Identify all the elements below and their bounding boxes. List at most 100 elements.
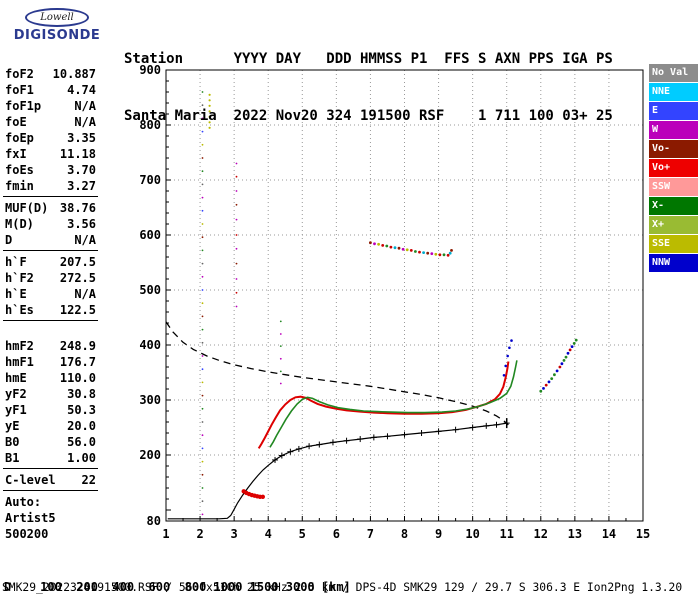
param-value: 3.56 (67, 217, 96, 231)
svg-text:700: 700 (139, 173, 161, 187)
param-row-md: M(D) 3.56 (3, 216, 98, 232)
param-label: C-level (5, 473, 56, 487)
param-label: foF2 (5, 67, 34, 81)
param-row-ye: yE 20.0 (3, 418, 98, 434)
param-value: 38.76 (59, 201, 96, 215)
param-row-hme: hmE 110.0 (3, 370, 98, 386)
param-value: N/A (74, 115, 96, 129)
param-label: B0 (5, 435, 20, 449)
param-label: 500200 (5, 527, 49, 541)
param-row-b0: B0 56.0 (3, 434, 98, 450)
panel-separator (3, 490, 98, 491)
svg-text:200: 200 (139, 448, 161, 462)
param-value: 22 (81, 473, 96, 487)
svg-text:11: 11 (499, 527, 513, 541)
param-value: N/A (74, 233, 96, 247)
svg-text:80: 80 (147, 514, 161, 528)
svg-text:6: 6 (333, 527, 340, 541)
panel-separator (3, 468, 98, 469)
param-label: h`F2 (5, 271, 34, 285)
param-value: 3.35 (67, 131, 96, 145)
panel-separator (3, 320, 98, 321)
trace-noise-column-2mhz (201, 91, 204, 516)
logo-lowell-text: Lowell (40, 12, 74, 23)
svg-text:12: 12 (534, 527, 548, 541)
param-value: 3.70 (67, 163, 96, 177)
param-label: B1 (5, 451, 20, 465)
legend-item-x: X+ (649, 216, 698, 234)
param-label: hmF1 (5, 355, 34, 369)
svg-text:300: 300 (139, 393, 161, 407)
legend-item-e: E (649, 102, 698, 120)
param-label: fmin (5, 179, 34, 193)
trace-second-hop-trace (369, 241, 453, 257)
lowell-logo-oval: Lowell (25, 8, 89, 27)
logo-digisonde-text: DIGISONDE (13, 28, 101, 43)
param-row-b1: B1 1.00 (3, 450, 98, 466)
param-row-yf2: yF2 30.8 (3, 386, 98, 402)
svg-text:10: 10 (465, 527, 479, 541)
param-row-artist5: Artist5 (3, 510, 98, 526)
param-label: Artist5 (5, 511, 56, 525)
param-value: 248.9 (59, 339, 96, 353)
param-value: 3.27 (67, 179, 96, 193)
trace-f-trace-xmode (269, 360, 518, 448)
param-label: fxI (5, 147, 27, 161)
param-value: N/A (74, 99, 96, 113)
param-value: N/A (74, 287, 96, 301)
svg-text:9: 9 (435, 527, 442, 541)
svg-text:4: 4 (265, 527, 272, 541)
legend-item-x: X- (649, 197, 698, 215)
param-label: Auto: (5, 495, 42, 509)
trace-noise-column-3mhz (235, 162, 238, 308)
param-label: hmF2 (5, 339, 34, 353)
param-label: h`F (5, 255, 27, 269)
panel-gap (3, 324, 98, 338)
svg-text:900: 900 (139, 63, 161, 77)
svg-text:500: 500 (139, 283, 161, 297)
legend-item-noval: No Val (649, 64, 698, 82)
param-label: foEs (5, 163, 34, 177)
param-row-foes: foEs 3.70 (3, 162, 98, 178)
param-row-foe: foE N/A (3, 114, 98, 130)
panel-separator (3, 196, 98, 197)
param-row-d: D N/A (3, 232, 98, 248)
plot-frame (165, 69, 644, 522)
param-value: 272.5 (59, 271, 96, 285)
param-label: yF1 (5, 403, 27, 417)
svg-text:8: 8 (401, 527, 408, 541)
trace-artist-trace (167, 418, 510, 520)
muf-table: D 100 200 400 600 800 1000 1500 3000 [km… (4, 550, 358, 600)
station-header: Station YYYY DAY DDD HMMSS P1 FFS S AXN … (124, 12, 613, 145)
param-row-500200: 500200 (3, 526, 98, 542)
param-row-hf: h`F 207.5 (3, 254, 98, 270)
trace-transmission-curve (165, 321, 509, 426)
param-label: foE (5, 115, 27, 129)
muf-distance-row: D 100 200 400 600 800 1000 1500 3000 [km… (4, 580, 351, 594)
legend-item-sse: SSE (649, 235, 698, 253)
trace-noise-column-yellow (208, 93, 211, 129)
param-row-hf2: h`F2 272.5 (3, 270, 98, 286)
param-value: 1.00 (67, 451, 96, 465)
param-label: yE (5, 419, 20, 433)
param-value: 110.0 (59, 371, 96, 385)
svg-text:2: 2 (196, 527, 203, 541)
param-row-fof1: foF1 4.74 (3, 82, 98, 98)
svg-text:1: 1 (162, 527, 169, 541)
param-row-yf1: yF1 50.3 (3, 402, 98, 418)
param-label: foF1p (5, 99, 42, 113)
param-label: MUF(D) (5, 201, 49, 215)
param-value: 30.8 (67, 387, 96, 401)
param-row-hmf1: hmF1 176.7 (3, 354, 98, 370)
svg-text:14: 14 (602, 527, 616, 541)
legend-item-ssw: SSW (649, 178, 698, 196)
param-row-mufd: MUF(D) 38.76 (3, 200, 98, 216)
param-row-clevel: C-level 22 (3, 472, 98, 488)
svg-text:15: 15 (636, 527, 650, 541)
param-value: 207.5 (59, 255, 96, 269)
header-field-names: Station YYYY DAY DDD HMMSS P1 FFS S AXN … (124, 51, 613, 67)
param-label: hmE (5, 371, 27, 385)
trace-xmode-tail (539, 338, 578, 393)
param-row-he: h`E N/A (3, 286, 98, 302)
